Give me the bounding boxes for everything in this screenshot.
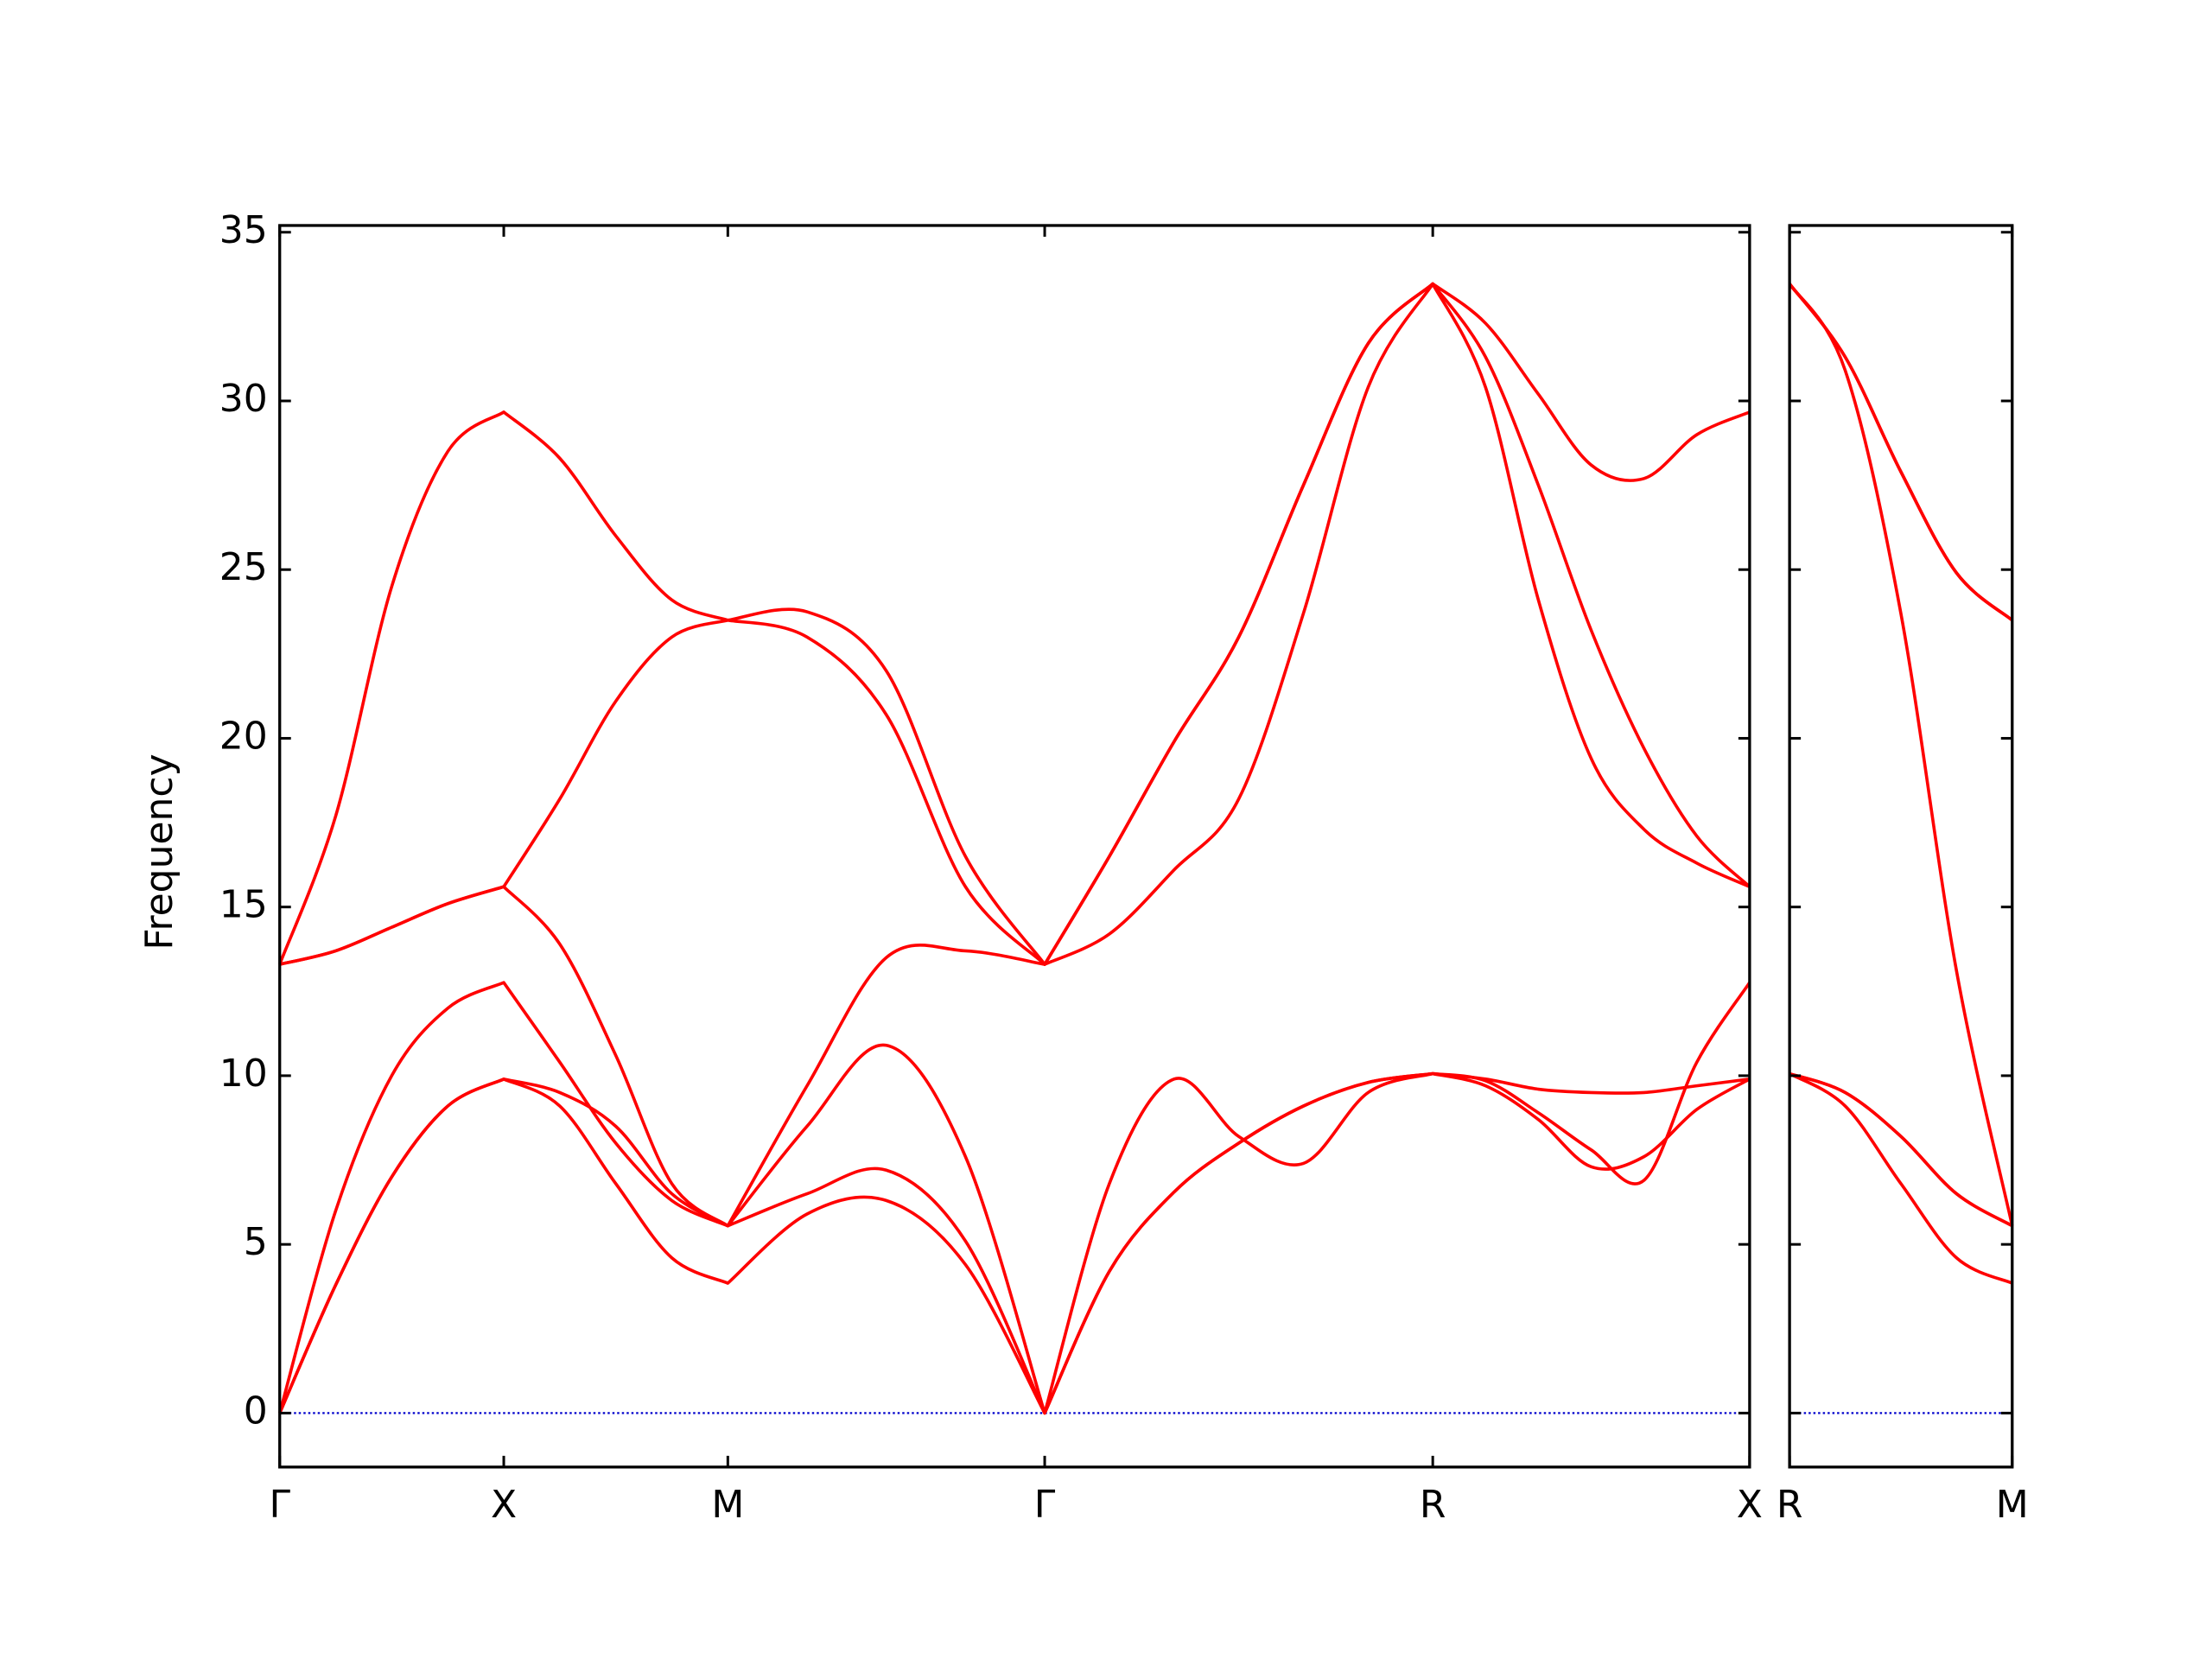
x-tick-label: M: [711, 1483, 744, 1527]
band-line: [278, 282, 1751, 966]
y-tick-label: 10: [219, 1052, 268, 1096]
y-tick-label: 20: [219, 714, 268, 758]
band-line: [1789, 1071, 2013, 1285]
x-tick-label: R: [1777, 1483, 1803, 1527]
axes-frame: [1788, 224, 2014, 1469]
band-line: [277, 981, 1751, 1415]
x-tick-label: Γ: [1034, 1483, 1056, 1527]
band-line: [278, 1071, 1751, 1415]
x-tick-label: R: [1420, 1483, 1446, 1527]
y-tick-label: 30: [219, 377, 268, 421]
y-tick-label: 0: [244, 1389, 268, 1433]
band-line: [279, 282, 1751, 1228]
axes-frame: [278, 224, 1751, 1469]
y-tick-label: 15: [219, 883, 268, 927]
band-line: [1789, 1071, 2013, 1228]
band-line: [1788, 283, 2013, 622]
x-tick-label: X: [1737, 1483, 1763, 1527]
x-tick-label: X: [491, 1483, 517, 1527]
band-line: [1788, 283, 2014, 1227]
band-line: [1789, 1071, 2013, 1228]
y-tick-label: 5: [244, 1220, 268, 1264]
band-line: [279, 282, 1751, 966]
y-tick-label: 35: [219, 208, 268, 252]
x-tick-label: M: [1996, 1483, 2029, 1527]
x-tick-label: Γ: [269, 1483, 290, 1527]
y-axis-label: Frequency: [137, 753, 181, 950]
y-tick-label: 25: [219, 545, 268, 589]
band-line: [1788, 283, 2013, 622]
band-line: [278, 1071, 1751, 1415]
